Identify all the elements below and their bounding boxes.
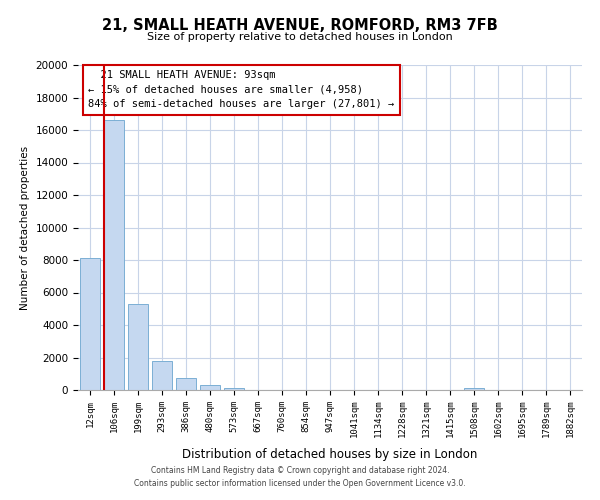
Bar — [200, 385, 220, 390]
Bar — [176, 378, 196, 390]
X-axis label: Distribution of detached houses by size in London: Distribution of detached houses by size … — [182, 448, 478, 462]
Bar — [104, 120, 124, 390]
Y-axis label: Number of detached properties: Number of detached properties — [20, 146, 30, 310]
Text: Size of property relative to detached houses in London: Size of property relative to detached ho… — [147, 32, 453, 42]
Bar — [80, 258, 100, 390]
Bar — [128, 304, 148, 390]
Bar — [464, 388, 484, 390]
Bar — [152, 361, 172, 390]
Text: 21, SMALL HEATH AVENUE, ROMFORD, RM3 7FB: 21, SMALL HEATH AVENUE, ROMFORD, RM3 7FB — [102, 18, 498, 32]
Text: 21 SMALL HEATH AVENUE: 93sqm  
← 15% of detached houses are smaller (4,958)
84% : 21 SMALL HEATH AVENUE: 93sqm ← 15% of de… — [88, 70, 394, 110]
Text: Contains HM Land Registry data © Crown copyright and database right 2024.
Contai: Contains HM Land Registry data © Crown c… — [134, 466, 466, 487]
Bar — [224, 388, 244, 390]
